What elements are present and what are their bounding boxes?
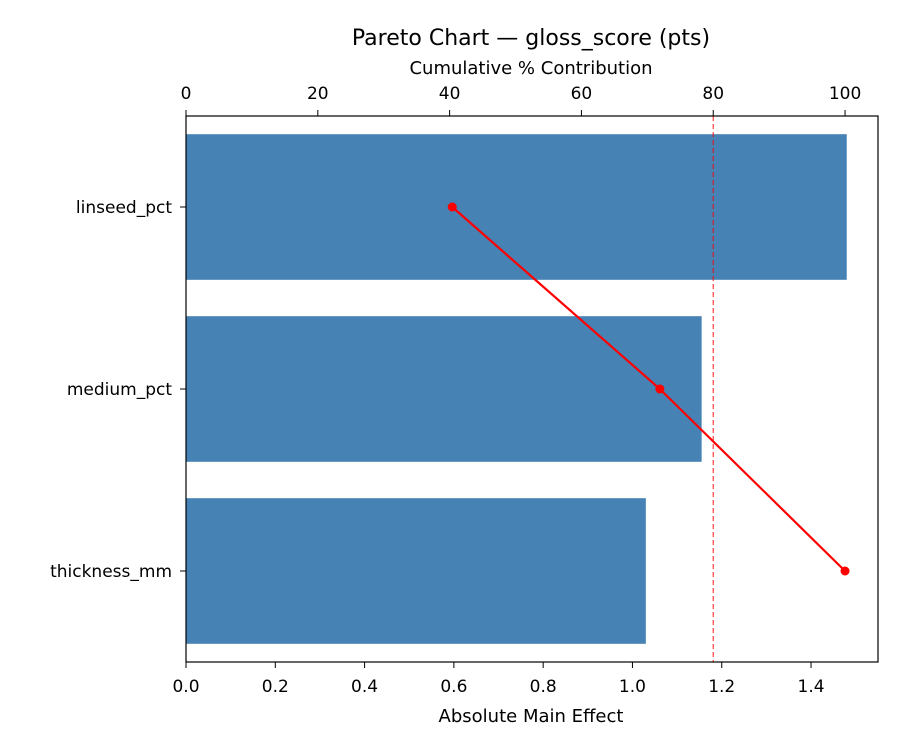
x-tick-label: 1.0 <box>619 677 646 697</box>
cumulative-point-medium_pct <box>655 384 665 394</box>
bar-thickness_mm <box>186 498 646 644</box>
bottom-axis-label: Absolute Main Effect <box>439 706 624 727</box>
y-tick-label: thickness_mm <box>50 562 172 582</box>
x-tick-label: 0.6 <box>440 677 467 697</box>
x2-tick-label: 0 <box>181 84 192 104</box>
plot-area: linseed_pct medium_pct thickness_mm 0.0 0.2 0… <box>50 84 879 697</box>
y-tick-label: linseed_pct <box>76 198 172 218</box>
x-tick-label: 0.2 <box>262 677 289 697</box>
top-axis-label: Cumulative % Contribution <box>409 58 652 79</box>
x2-tick-label: 20 <box>307 84 329 104</box>
x-tick-label: 0.8 <box>530 677 557 697</box>
bar-linseed_pct <box>186 134 847 280</box>
x2-tick-label: 80 <box>702 84 724 104</box>
x-tick-label: 0.4 <box>351 677 378 697</box>
x-tick-label: 0.0 <box>172 677 199 697</box>
bar-medium_pct <box>186 316 702 462</box>
cumulative-point-linseed_pct <box>447 202 457 212</box>
x2-tick-label: 60 <box>571 84 593 104</box>
x2-tick-label: 100 <box>829 84 861 104</box>
cumulative-point-thickness_mm <box>840 566 850 576</box>
x-tick-label: 1.2 <box>708 677 735 697</box>
chart-title: Pareto Chart — gloss_score (pts) <box>352 26 710 51</box>
x-tick-label: 1.4 <box>798 677 825 697</box>
x2-tick-label: 40 <box>439 84 461 104</box>
y-tick-label: medium_pct <box>67 380 173 400</box>
